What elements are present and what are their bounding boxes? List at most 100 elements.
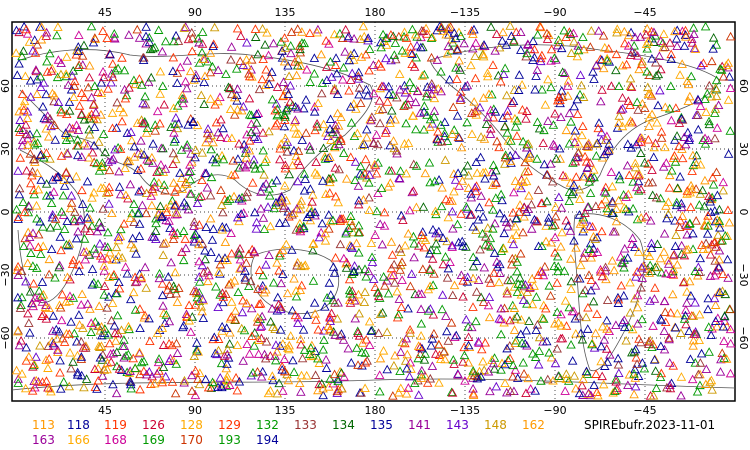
observation-marker	[261, 178, 271, 188]
observation-marker	[554, 192, 564, 202]
observation-marker	[461, 314, 471, 324]
observation-marker	[18, 46, 29, 55]
observation-marker	[238, 160, 249, 170]
observation-marker	[664, 183, 675, 192]
observation-marker	[92, 114, 103, 124]
observation-marker	[52, 334, 62, 343]
observation-marker	[338, 335, 349, 344]
observation-marker	[425, 265, 435, 274]
observation-marker	[16, 266, 27, 276]
observation-marker	[368, 274, 379, 283]
observation-marker	[389, 278, 400, 287]
observation-marker	[463, 340, 474, 350]
observation-marker	[453, 369, 463, 379]
observation-marker	[425, 304, 436, 313]
observation-marker	[614, 170, 624, 180]
observation-marker	[512, 311, 522, 321]
observation-marker	[37, 297, 48, 306]
observation-marker	[393, 309, 404, 319]
observation-marker	[488, 180, 498, 189]
observation-marker	[13, 374, 23, 383]
observation-marker	[337, 33, 348, 42]
observation-marker	[299, 345, 310, 354]
observation-marker	[703, 244, 713, 253]
observation-marker	[675, 215, 685, 225]
observation-marker	[470, 182, 480, 192]
observation-marker	[25, 75, 36, 85]
observation-marker	[456, 270, 467, 279]
observation-marker	[169, 36, 179, 46]
observation-marker	[534, 346, 545, 355]
observation-marker	[474, 202, 485, 212]
observation-marker	[596, 96, 606, 106]
observation-marker	[509, 187, 519, 197]
observation-marker	[110, 33, 120, 43]
observation-marker	[451, 63, 461, 72]
observation-marker	[571, 328, 581, 338]
observation-marker	[552, 40, 563, 50]
observation-marker	[693, 124, 704, 134]
observation-marker	[249, 159, 259, 169]
observation-marker	[265, 221, 276, 231]
observation-marker	[575, 194, 585, 203]
observation-marker	[402, 363, 412, 373]
observation-marker	[234, 249, 245, 259]
observation-marker	[589, 165, 599, 174]
observation-marker	[682, 76, 693, 86]
observation-marker	[310, 207, 320, 217]
observation-marker	[244, 109, 255, 119]
observation-marker	[122, 128, 133, 137]
observation-marker	[405, 205, 415, 215]
observation-marker	[215, 132, 226, 142]
observation-marker	[158, 143, 168, 153]
observation-marker	[346, 118, 357, 127]
observation-marker	[710, 206, 720, 215]
observation-marker	[462, 117, 472, 127]
observation-marker	[295, 160, 305, 169]
observation-marker	[202, 128, 213, 138]
observation-marker	[194, 256, 204, 266]
observation-marker	[723, 149, 734, 158]
observation-marker	[364, 316, 375, 326]
observation-marker	[226, 54, 236, 64]
observation-marker	[630, 162, 641, 172]
observation-marker	[334, 139, 344, 149]
observation-marker	[523, 373, 534, 383]
observation-marker	[265, 72, 275, 82]
observation-marker	[641, 39, 652, 48]
observation-marker	[140, 91, 150, 101]
observation-marker	[615, 174, 625, 184]
observation-marker	[246, 303, 257, 313]
observation-marker	[456, 209, 466, 218]
observation-marker	[160, 164, 171, 173]
observation-marker	[448, 223, 458, 233]
observation-marker	[253, 349, 264, 358]
observation-marker	[703, 211, 713, 220]
observation-marker	[112, 97, 122, 107]
observation-marker	[139, 356, 149, 366]
observation-marker	[597, 321, 608, 331]
observation-marker	[242, 339, 252, 349]
observation-marker	[281, 105, 291, 115]
observation-marker	[294, 378, 305, 388]
observation-marker	[108, 379, 118, 389]
observation-marker	[129, 141, 140, 151]
observation-marker	[163, 272, 174, 281]
observation-marker	[324, 210, 334, 219]
observation-marker	[591, 201, 601, 210]
observation-marker	[484, 274, 494, 283]
observation-marker	[141, 369, 152, 379]
observation-marker	[61, 135, 72, 144]
observation-marker	[524, 190, 534, 200]
observation-marker	[625, 307, 635, 317]
observation-marker	[512, 131, 522, 140]
lat-ticks-left: 60 30 0 −30 −60	[0, 79, 12, 350]
observation-marker	[518, 136, 528, 146]
observation-marker	[235, 264, 245, 273]
observation-marker	[49, 96, 59, 106]
observation-marker	[345, 102, 356, 111]
observation-marker	[191, 288, 202, 298]
observation-marker	[552, 278, 562, 287]
observation-marker	[168, 355, 179, 365]
